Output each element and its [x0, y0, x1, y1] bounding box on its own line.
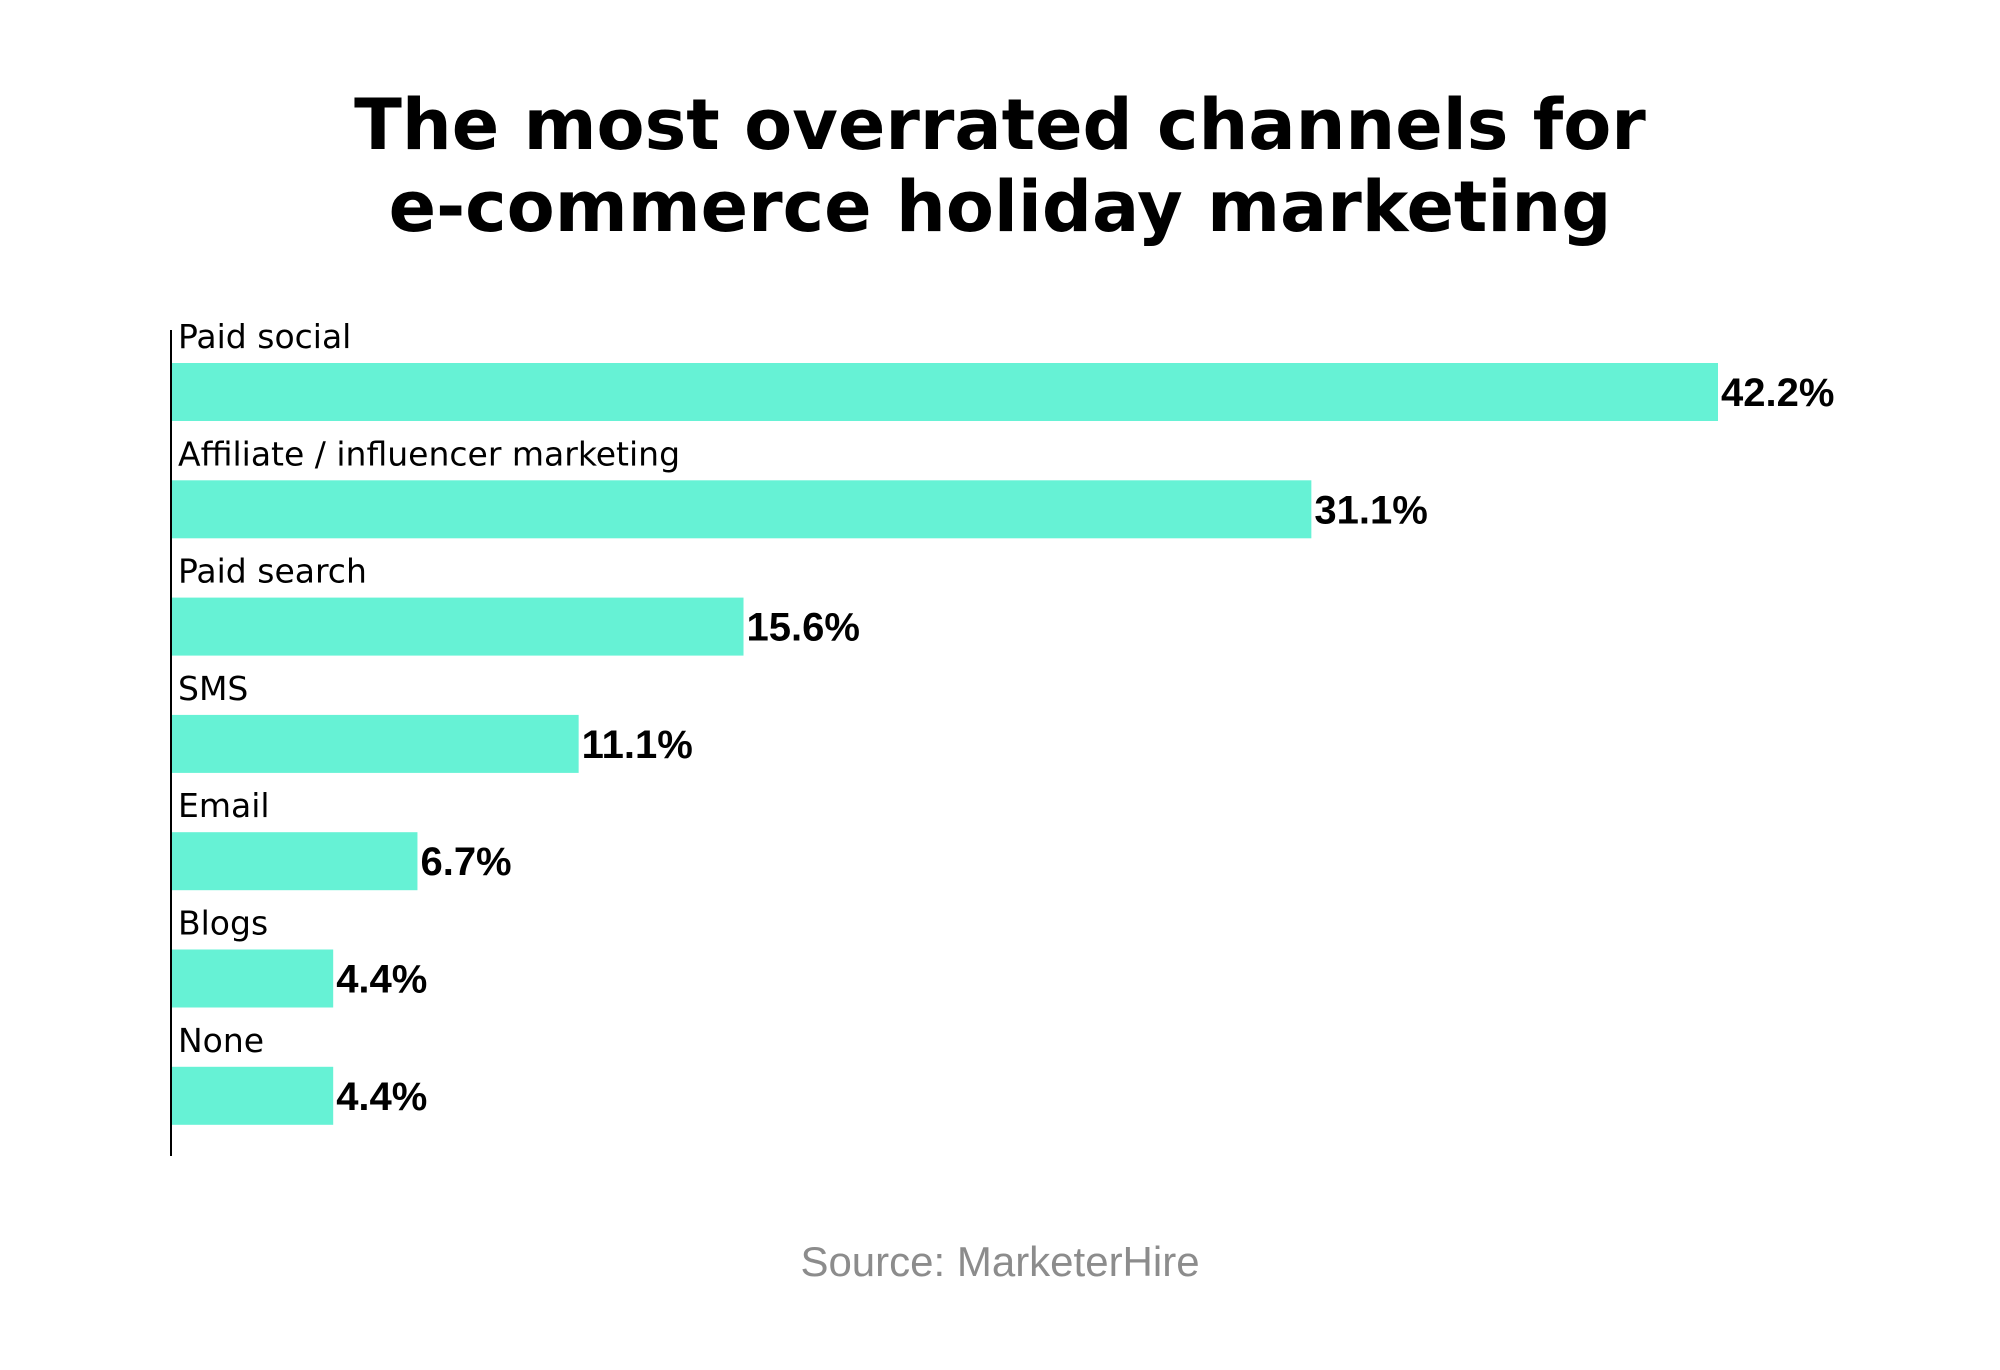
chart-title: The most overrated channels for e-commer… [0, 84, 2000, 248]
category-label: Email [178, 786, 270, 825]
value-label: 15.6% [747, 606, 860, 650]
category-label: Paid social [178, 317, 351, 356]
value-label: 4.4% [336, 958, 427, 1002]
bar [172, 480, 1312, 539]
category-label: Blogs [178, 904, 268, 943]
category-label: Paid search [178, 552, 367, 591]
category-label: None [178, 1021, 264, 1060]
chart-title-line-2: e-commerce holiday marketing [388, 166, 1612, 248]
value-label: 42.2% [1721, 371, 1834, 415]
bar [172, 1066, 334, 1125]
bar [172, 832, 418, 891]
category-label: SMS [178, 669, 248, 708]
value-label: 6.7% [420, 840, 511, 884]
bar [172, 949, 334, 1008]
bar [172, 363, 1718, 421]
value-label: 11.1% [582, 723, 693, 767]
category-label: Affiliate / influencer marketing [178, 434, 680, 473]
bar [172, 597, 744, 656]
bar [172, 714, 579, 773]
chart-title-line-1: The most overrated channels for [354, 84, 1646, 166]
value-label: 4.4% [336, 1075, 427, 1119]
source-note: Source: MarketerHire [800, 1238, 1200, 1285]
bars-group: Paid social 42.2% Affiliate / influencer m… [172, 317, 1834, 1125]
value-label: 31.1% [1314, 488, 1427, 532]
